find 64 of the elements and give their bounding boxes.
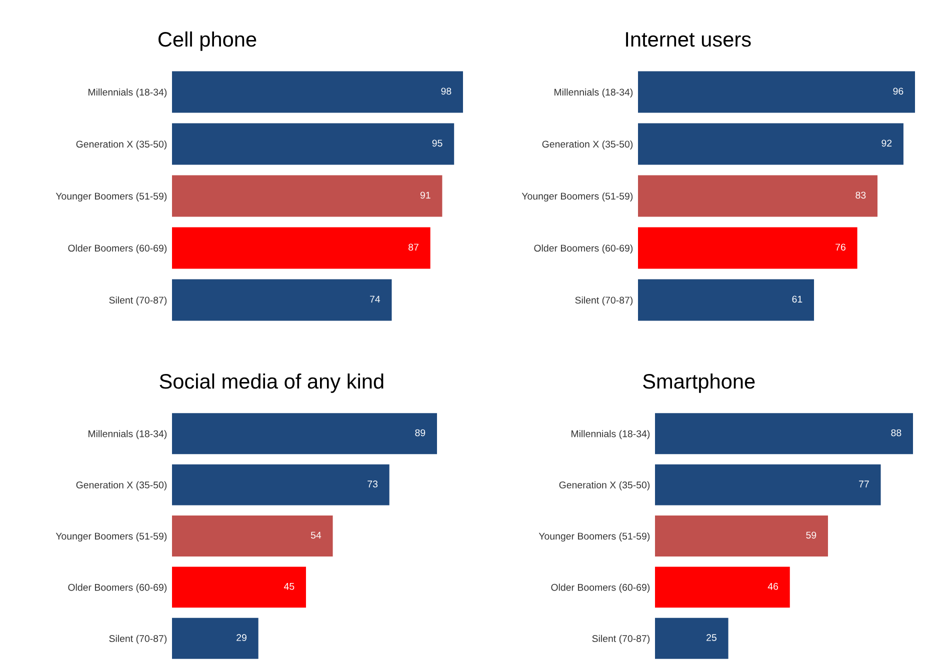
bar [172, 413, 437, 454]
data-label: 76 [836, 244, 846, 251]
data-label: 61 [792, 296, 802, 303]
y-tick-label: Older Boomers (60-69) [68, 244, 167, 254]
data-label: 77 [859, 480, 869, 488]
y-tick-label: Older Boomers (60-69) [68, 584, 167, 593]
y-tick-label: Younger Boomers (51-59) [56, 192, 167, 202]
bar [655, 566, 790, 608]
bar [172, 464, 390, 506]
data-label: 92 [882, 140, 892, 147]
chart-title: Social media of any kind [160, 373, 384, 393]
y-tick-label: Millennials (18-34) [572, 430, 650, 440]
bar [638, 227, 858, 269]
data-label: 88 [891, 429, 902, 436]
data-label: 25 [706, 634, 716, 642]
data-label: 87 [408, 244, 418, 251]
bar [638, 71, 915, 113]
y-tick-label: Silent (70-87) [109, 634, 167, 644]
y-tick-label: Generation X (35-50) [559, 481, 650, 490]
data-label: 59 [806, 532, 816, 539]
y-tick-label: Older Boomers (60-69) [534, 244, 633, 254]
bar [172, 123, 454, 165]
bar [638, 279, 814, 321]
bar [638, 175, 878, 217]
data-label: 96 [893, 88, 904, 95]
data-label: 45 [284, 583, 294, 590]
data-label: 73 [368, 480, 378, 488]
chart-title: Internet users [626, 32, 751, 47]
bar [638, 123, 904, 165]
chart-title: Smartphone [643, 373, 755, 393]
y-tick-label: Generation X (35-50) [542, 140, 633, 150]
y-tick-label: Silent (70-87) [592, 634, 650, 644]
bar [172, 279, 392, 321]
data-label: 83 [856, 192, 866, 199]
bar [655, 464, 881, 506]
y-tick-label: Older Boomers (60-69) [551, 584, 650, 593]
y-tick-label: Millennials (18-34) [88, 430, 167, 440]
y-tick-label: Younger Boomers (51-59) [538, 532, 650, 542]
y-tick-label: Younger Boomers (51-59) [56, 532, 167, 542]
chart-title: Cell phone [158, 31, 256, 51]
data-label: 46 [768, 582, 778, 590]
bar [172, 227, 430, 269]
data-label: 89 [415, 429, 426, 436]
bar [172, 175, 442, 217]
bar [172, 618, 258, 659]
bar [655, 516, 828, 556]
y-tick-label: Generation X (35-50) [76, 481, 167, 490]
bar [655, 413, 913, 454]
bar [172, 566, 306, 608]
bar [172, 516, 333, 556]
data-label: 74 [370, 296, 380, 303]
y-tick-label: Silent (70-87) [109, 296, 167, 306]
y-tick-label: Generation X (35-50) [76, 140, 167, 150]
y-tick-label: Millennials (18-34) [88, 88, 167, 98]
y-tick-label: Millennials (18-34) [554, 88, 633, 98]
data-label: 29 [236, 634, 246, 642]
bar [655, 618, 728, 659]
y-tick-label: Younger Boomers (51-59) [522, 192, 633, 202]
y-tick-label: Silent (70-87) [575, 296, 633, 306]
data-label: 91 [420, 192, 430, 199]
data-label: 54 [310, 532, 322, 539]
data-label: 95 [432, 140, 442, 147]
data-label: 98 [441, 88, 452, 95]
bar [172, 71, 463, 113]
